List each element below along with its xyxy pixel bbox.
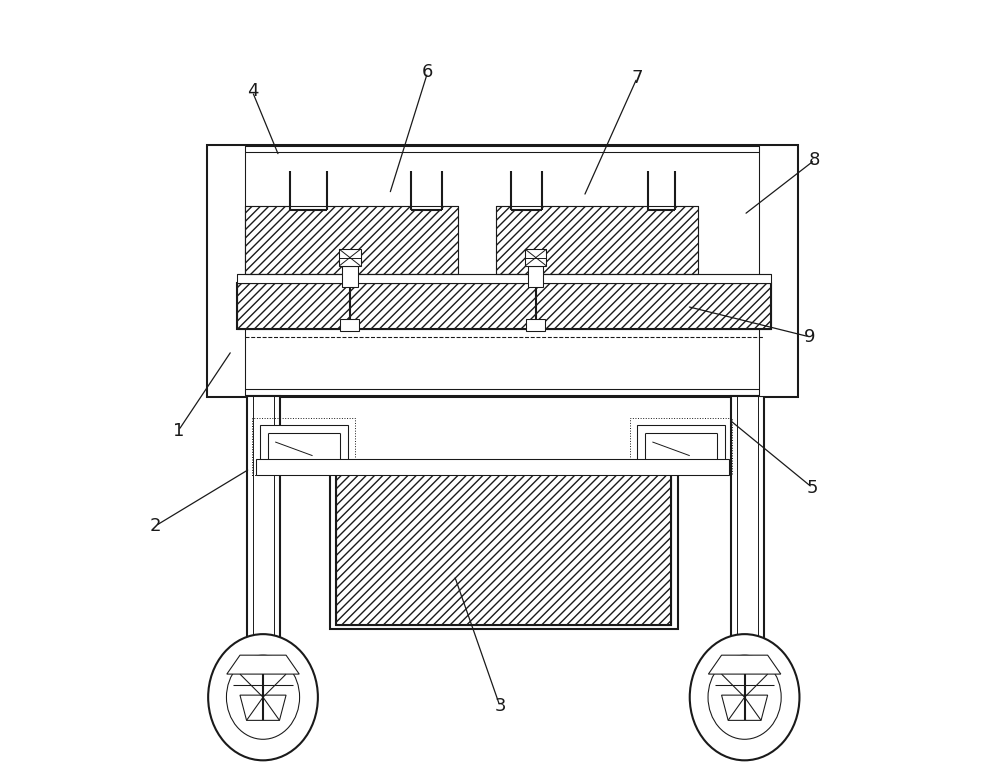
Bar bbox=[237, 274, 771, 283]
Bar bbox=[214, 152, 790, 389]
Ellipse shape bbox=[208, 634, 318, 760]
Bar bbox=[648, 165, 675, 210]
Text: 4: 4 bbox=[247, 82, 258, 101]
Bar bbox=[290, 165, 327, 210]
Bar bbox=[340, 319, 359, 331]
Text: 2: 2 bbox=[150, 517, 161, 535]
Ellipse shape bbox=[708, 655, 781, 739]
Polygon shape bbox=[240, 695, 286, 720]
Bar bbox=[252, 418, 355, 475]
Bar bbox=[731, 396, 764, 644]
Text: 9: 9 bbox=[804, 328, 815, 346]
Bar bbox=[336, 467, 671, 625]
Text: 3: 3 bbox=[494, 697, 506, 716]
Bar bbox=[256, 459, 729, 475]
Bar bbox=[525, 249, 546, 266]
Bar bbox=[247, 396, 280, 644]
Text: 5: 5 bbox=[807, 479, 818, 497]
Bar bbox=[526, 319, 545, 331]
Bar bbox=[207, 145, 797, 396]
Bar bbox=[496, 206, 698, 274]
Ellipse shape bbox=[690, 634, 799, 760]
Bar bbox=[630, 418, 732, 475]
Bar bbox=[245, 206, 458, 274]
Bar bbox=[207, 145, 245, 396]
Bar bbox=[330, 463, 678, 629]
Text: 6: 6 bbox=[422, 63, 433, 82]
Bar bbox=[759, 145, 797, 396]
Bar bbox=[637, 425, 725, 467]
Bar bbox=[496, 206, 698, 274]
Text: 7: 7 bbox=[631, 69, 643, 87]
Text: 8: 8 bbox=[809, 151, 820, 169]
Bar bbox=[511, 165, 542, 210]
Text: 1: 1 bbox=[173, 421, 184, 440]
Polygon shape bbox=[722, 695, 768, 720]
Bar bbox=[411, 165, 442, 210]
Bar bbox=[342, 266, 358, 287]
Polygon shape bbox=[227, 655, 299, 674]
Bar bbox=[237, 283, 771, 329]
Bar bbox=[528, 266, 543, 287]
Polygon shape bbox=[708, 655, 781, 674]
Bar bbox=[260, 425, 348, 467]
Ellipse shape bbox=[226, 655, 300, 739]
Bar bbox=[237, 283, 771, 329]
Bar bbox=[245, 206, 458, 274]
Bar bbox=[336, 467, 671, 625]
Bar bbox=[339, 249, 361, 266]
